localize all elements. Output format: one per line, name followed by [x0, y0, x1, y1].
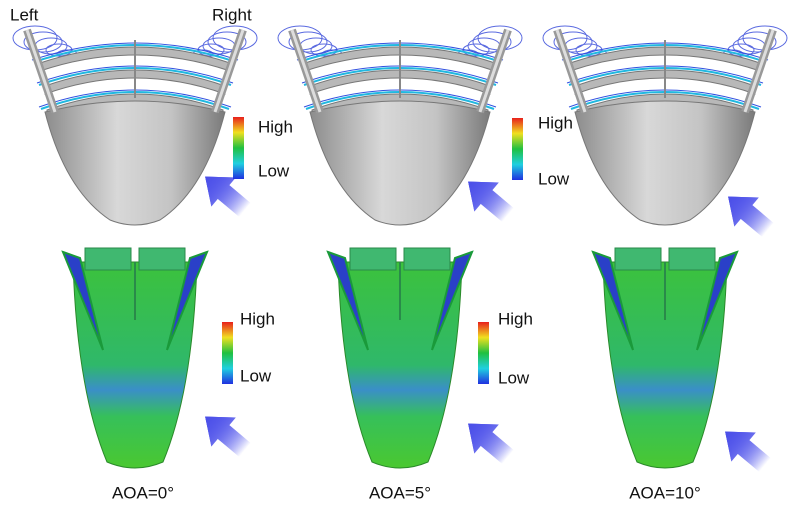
colorbar: [478, 322, 489, 384]
caption: AOA=0°: [112, 483, 174, 502]
body: [575, 101, 755, 225]
colorbar: [222, 322, 233, 384]
legend-low: Low: [538, 169, 570, 188]
tab: [404, 248, 450, 270]
caption: AOA=5°: [369, 483, 431, 502]
flow-arrow: [456, 167, 520, 230]
tab: [669, 248, 715, 270]
strut: [292, 30, 320, 112]
colorbar: [233, 117, 244, 179]
figure: Left Right High Low High Low High Low Hi…: [0, 0, 796, 508]
strut: [27, 30, 55, 112]
body: [310, 101, 490, 225]
tab: [350, 248, 396, 270]
caption: AOA=10°: [629, 483, 701, 502]
legend-high: High: [538, 113, 573, 132]
legend-low: Low: [498, 368, 530, 387]
legend-low: Low: [240, 366, 272, 385]
tab: [85, 248, 131, 270]
legend-high: High: [258, 117, 293, 136]
flow-arrow: [193, 402, 257, 465]
colorbar: [512, 118, 523, 180]
legend-high: High: [498, 309, 533, 328]
legend-high: High: [240, 309, 275, 328]
tab: [615, 248, 661, 270]
legend-low: Low: [258, 161, 290, 180]
flow-arrow: [716, 182, 780, 245]
strut: [745, 30, 773, 112]
flow-arrow: [713, 417, 777, 480]
strut: [557, 30, 585, 112]
strut: [215, 30, 243, 112]
tab: [139, 248, 185, 270]
illustrations: [13, 26, 787, 480]
left-label: Left: [10, 5, 39, 24]
strut: [480, 30, 508, 112]
flow-arrow: [456, 409, 520, 472]
body: [45, 101, 225, 225]
right-label: Right: [212, 5, 252, 24]
